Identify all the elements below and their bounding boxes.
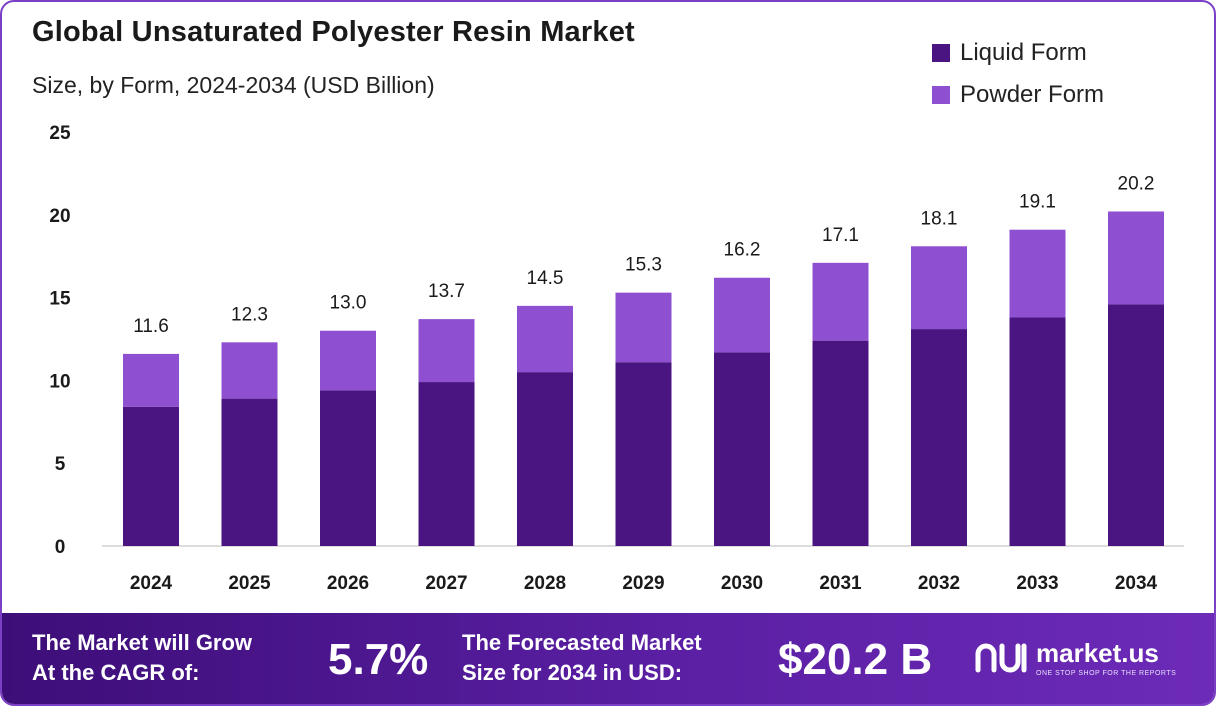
x-tick-label: 2027 <box>425 573 467 594</box>
bar-powder <box>123 353 179 407</box>
bar-total-label: 20.2 <box>1118 173 1155 194</box>
chart-subtitle: Size, by Form, 2024-2034 (USD Billion) <box>32 72 435 98</box>
legend-swatch-powder <box>932 86 950 104</box>
x-tick-label: 2024 <box>130 573 173 594</box>
bar-total-label: 12.3 <box>231 304 268 325</box>
legend-label-liquid: Liquid Form <box>960 39 1087 66</box>
bar-total-label: 15.3 <box>625 255 662 276</box>
x-tick-label: 2028 <box>524 573 566 594</box>
x-tick-label: 2032 <box>918 573 960 594</box>
bar-liquid <box>911 329 967 546</box>
brand-logo-icon <box>975 643 1027 672</box>
x-tick-label: 2029 <box>622 573 664 594</box>
x-tick-label: 2034 <box>1115 573 1158 594</box>
bar-liquid <box>418 382 475 546</box>
bar-liquid <box>320 390 376 546</box>
bar-chart: 051015202511.6202412.3202513.0202613.720… <box>49 123 1184 594</box>
brand-tagline: ONE STOP SHOP FOR THE REPORTS <box>1036 670 1177 677</box>
bar-powder <box>320 330 376 391</box>
bar-liquid <box>615 362 672 546</box>
y-tick-label: 10 <box>49 371 70 392</box>
bar-liquid <box>714 352 770 546</box>
bar-powder <box>221 342 278 399</box>
cagr-value: 5.7% <box>328 635 429 684</box>
bar-liquid <box>1009 317 1066 546</box>
x-tick-label: 2031 <box>819 573 862 594</box>
x-tick-label: 2026 <box>327 573 369 594</box>
legend-item-powder: Powder Form <box>932 74 1104 116</box>
forecast-label: The Forecasted Market Size for 2034 in U… <box>462 628 702 688</box>
forecast-label-line2: Size for 2034 in USD: <box>462 660 683 685</box>
cagr-label-line2: At the CAGR of: <box>32 660 200 685</box>
bar-powder <box>615 292 672 363</box>
bar-total-label: 13.0 <box>330 293 367 314</box>
x-tick-label: 2033 <box>1016 573 1058 594</box>
bar-total-label: 11.6 <box>133 316 169 337</box>
x-tick-label: 2030 <box>721 573 763 594</box>
bar-total-label: 13.7 <box>428 281 465 302</box>
bar-liquid <box>123 406 179 546</box>
chart-title: Global Unsaturated Polyester Resin Marke… <box>32 16 635 48</box>
bar-total-label: 19.1 <box>1019 192 1056 213</box>
x-tick-label: 2025 <box>228 573 271 594</box>
footer-banner: The Market will Grow At the CAGR of: 5.7… <box>2 613 1214 704</box>
y-tick-label: 0 <box>55 537 66 558</box>
brand-name: market.us <box>1036 638 1159 668</box>
bar-powder <box>517 305 573 373</box>
cagr-label-line1: The Market will Grow <box>32 630 253 655</box>
bar-powder <box>418 319 475 383</box>
legend-item-liquid: Liquid Form <box>932 32 1104 74</box>
bar-powder <box>1108 211 1164 305</box>
cagr-label: The Market will Grow At the CAGR of: <box>32 628 252 688</box>
y-tick-label: 20 <box>49 206 70 227</box>
bar-powder <box>714 277 770 353</box>
brand-logo: market.us ONE STOP SHOP FOR THE REPORTS <box>974 638 1176 677</box>
bar-powder <box>1009 229 1066 318</box>
forecast-value: $20.2 B <box>778 635 933 684</box>
bar-liquid <box>221 398 278 546</box>
y-tick-label: 25 <box>49 123 71 144</box>
bar-liquid <box>812 340 869 546</box>
legend-label-powder: Powder Form <box>960 81 1105 108</box>
legend: Liquid Form Powder Form <box>932 32 1104 116</box>
y-tick-label: 5 <box>55 454 66 475</box>
bar-liquid <box>1108 304 1164 546</box>
forecast-label-line1: The Forecasted Market <box>462 630 702 655</box>
bar-total-label: 18.1 <box>921 208 958 229</box>
bar-liquid <box>517 372 573 546</box>
bar-total-label: 17.1 <box>822 225 859 246</box>
bar-total-label: 14.5 <box>527 268 564 289</box>
bar-powder <box>812 262 869 341</box>
y-tick-label: 15 <box>49 289 71 310</box>
legend-swatch-liquid <box>932 44 950 62</box>
bar-total-label: 16.2 <box>724 240 761 261</box>
bar-powder <box>911 246 967 330</box>
